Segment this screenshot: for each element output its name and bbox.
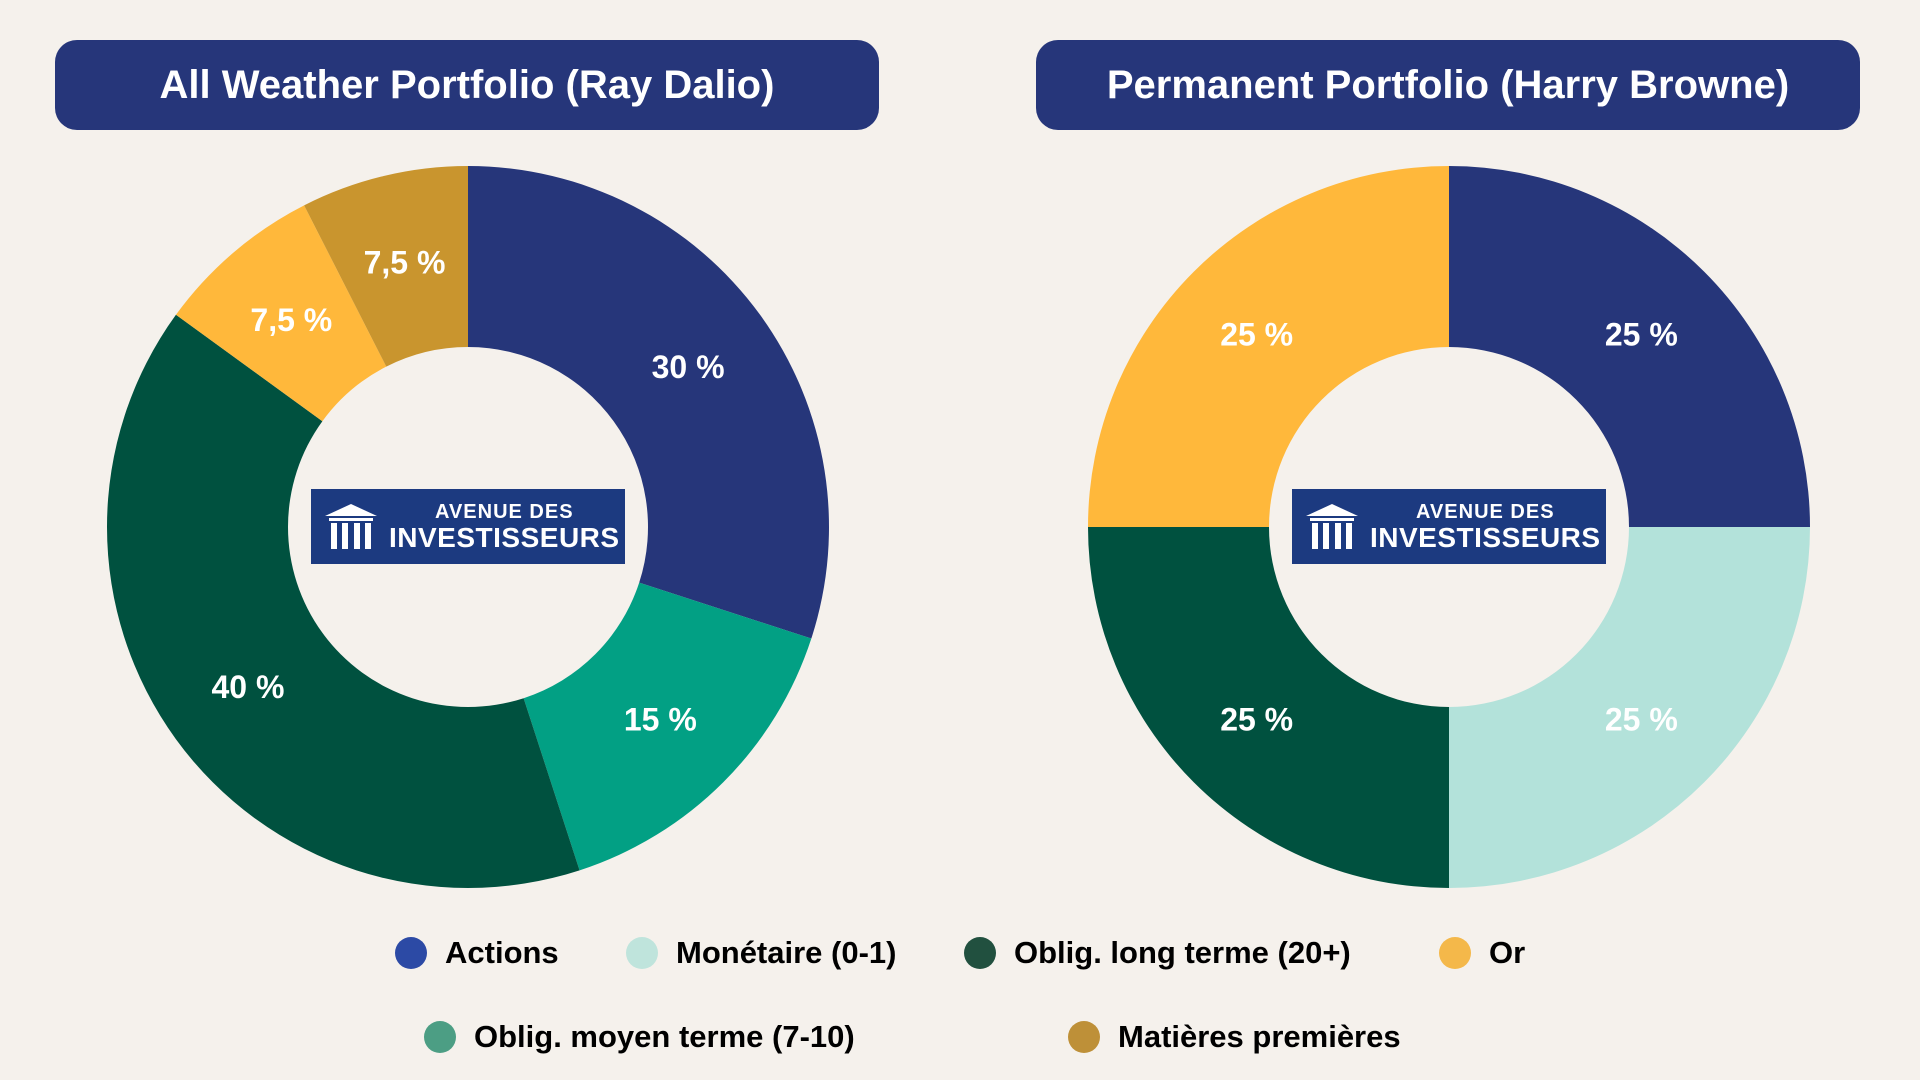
legend-item-matieres: Matières premières (1068, 1019, 1401, 1055)
legend-swatch (964, 937, 996, 969)
data-label: 7,5 % (250, 302, 332, 338)
data-label: 15 % (624, 701, 697, 737)
legend-label: Monétaire (0-1) (676, 935, 897, 970)
donut-slice-or (1088, 166, 1449, 527)
donut-slice-oblig-long-terme-20- (106, 314, 580, 888)
data-label: 7,5 % (364, 245, 446, 281)
chart-title-permanent: Permanent Portfolio (Harry Browne) (1036, 40, 1860, 130)
legend-item-oblig-moyen: Oblig. moyen terme (7-10) (424, 1019, 855, 1055)
legend-label: Actions (445, 935, 559, 970)
data-label: 25 % (1220, 317, 1293, 353)
data-label: 40 % (211, 669, 284, 705)
legend-label: Matières premières (1118, 1019, 1401, 1054)
data-label: 30 % (652, 349, 725, 385)
legend-item-oblig-long: Oblig. long terme (20+) (964, 935, 1351, 971)
legend-label: Oblig. moyen terme (7-10) (474, 1019, 855, 1054)
legend-item-actions: Actions (395, 935, 559, 971)
legend-swatch (1068, 1021, 1100, 1053)
logo-avenue-des-investisseurs: AVENUE DES INVESTISSEURS (1292, 489, 1606, 564)
legend-swatch (395, 937, 427, 969)
temple-icon (1306, 503, 1358, 549)
legend-swatch (424, 1021, 456, 1053)
donut-slice-oblig-long-terme-20- (1088, 527, 1449, 888)
legend-label: Oblig. long terme (20+) (1014, 935, 1351, 970)
logo-line2: INVESTISSEURS (1370, 521, 1601, 553)
legend-swatch (626, 937, 658, 969)
donut-slice-actions (468, 166, 830, 639)
legend-item-monetaire: Monétaire (0-1) (626, 935, 896, 971)
legend-swatch (1439, 937, 1471, 969)
logo-avenue-des-investisseurs: AVENUE DES INVESTISSEURS (311, 489, 625, 564)
data-label: 25 % (1220, 701, 1293, 737)
donut-slice-actions (1449, 166, 1810, 527)
chart-title-all-weather: All Weather Portfolio (Ray Dalio) (55, 40, 879, 130)
data-label: 25 % (1605, 701, 1678, 737)
donut-slice-oblig-moyen-terme-7-10- (523, 582, 812, 871)
legend-item-or: Or (1439, 935, 1525, 971)
donut-slice-mon-taire-0-1- (1449, 527, 1810, 888)
logo-line1: AVENUE DES (1416, 500, 1555, 523)
temple-icon (325, 503, 377, 549)
data-label: 25 % (1605, 317, 1678, 353)
legend-label: Or (1489, 935, 1526, 970)
logo-line2: INVESTISSEURS (389, 521, 620, 553)
donut-slice-mati-res-premi-res (304, 166, 468, 367)
donut-slice-or (175, 205, 387, 422)
logo-line1: AVENUE DES (435, 500, 574, 523)
